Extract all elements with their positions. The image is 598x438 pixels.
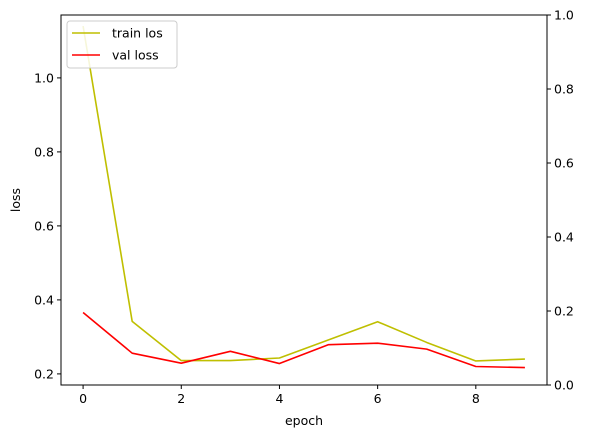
- y-axis-title: loss: [8, 188, 23, 212]
- y-tick-label: 0.4: [34, 292, 54, 307]
- x-tick-label: 2: [177, 391, 185, 406]
- series-line-0: [82, 25, 525, 362]
- y-tick-label: 0.8: [34, 144, 54, 159]
- y-axis-right: 0.0 0.2 0.4 0.6 0.8 1.0: [547, 8, 574, 393]
- series-lines: [82, 25, 525, 369]
- plot-background: [61, 15, 547, 385]
- y2-tick-label: 0.2: [554, 304, 574, 319]
- y2-tick-label: 0.4: [554, 230, 574, 245]
- x-tick-label: 6: [374, 391, 382, 406]
- y2-tick-label: 0.8: [554, 82, 574, 97]
- legend-label-val: val loss: [112, 48, 159, 63]
- plot-frame: [60, 14, 548, 386]
- y-tick-label: 0.6: [34, 218, 54, 233]
- y2-tick-label: 0.0: [554, 378, 574, 393]
- x-axis: 0 2 4 6 8: [79, 385, 480, 406]
- x-tick-label: 0: [79, 391, 87, 406]
- legend: train los val loss: [66, 20, 178, 69]
- legend-label-train: train los: [112, 26, 163, 41]
- series-line-1: [82, 311, 525, 369]
- y-tick-label: 0.2: [34, 366, 54, 381]
- y2-tick-label: 1.0: [554, 8, 574, 23]
- x-axis-title: epoch: [285, 413, 323, 428]
- y-axis-left: 0.2 0.4 0.6 0.8 1.0: [34, 70, 61, 381]
- x-tick-label: 4: [275, 391, 283, 406]
- y-tick-label: 1.0: [34, 70, 54, 85]
- y2-tick-label: 0.6: [554, 156, 574, 171]
- x-tick-label: 8: [472, 391, 480, 406]
